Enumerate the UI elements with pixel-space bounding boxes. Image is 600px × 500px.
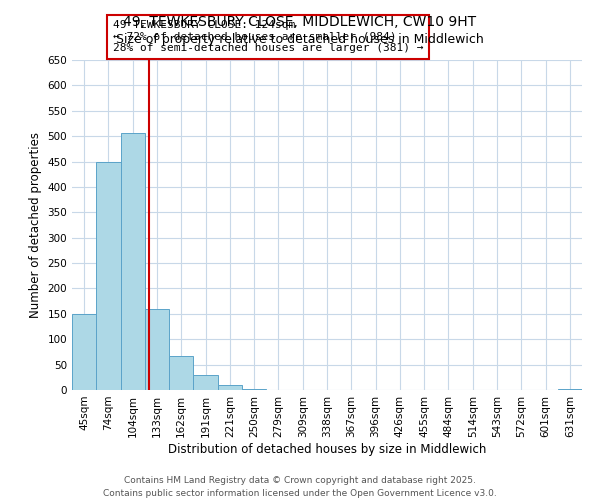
Text: Size of property relative to detached houses in Middlewich: Size of property relative to detached ho… (116, 32, 484, 46)
Bar (145, 309, 169, 390)
Bar (72, 314, 96, 390)
X-axis label: Distribution of detached houses by size in Middlewich: Distribution of detached houses by size … (168, 442, 486, 456)
Bar (193, 375, 218, 390)
Bar (96, 162, 121, 390)
Y-axis label: Number of detached properties: Number of detached properties (29, 132, 42, 318)
Text: 49 TEWKESBURY CLOSE: 124sqm
← 72% of detached houses are smaller (984)
28% of se: 49 TEWKESBURY CLOSE: 124sqm ← 72% of det… (113, 20, 424, 54)
Bar (169, 356, 193, 390)
Text: 49, TEWKESBURY CLOSE, MIDDLEWICH, CW10 9HT: 49, TEWKESBURY CLOSE, MIDDLEWICH, CW10 9… (124, 15, 476, 29)
Bar (218, 385, 242, 390)
Text: Contains HM Land Registry data © Crown copyright and database right 2025.
Contai: Contains HM Land Registry data © Crown c… (103, 476, 497, 498)
Bar (121, 132, 145, 390)
